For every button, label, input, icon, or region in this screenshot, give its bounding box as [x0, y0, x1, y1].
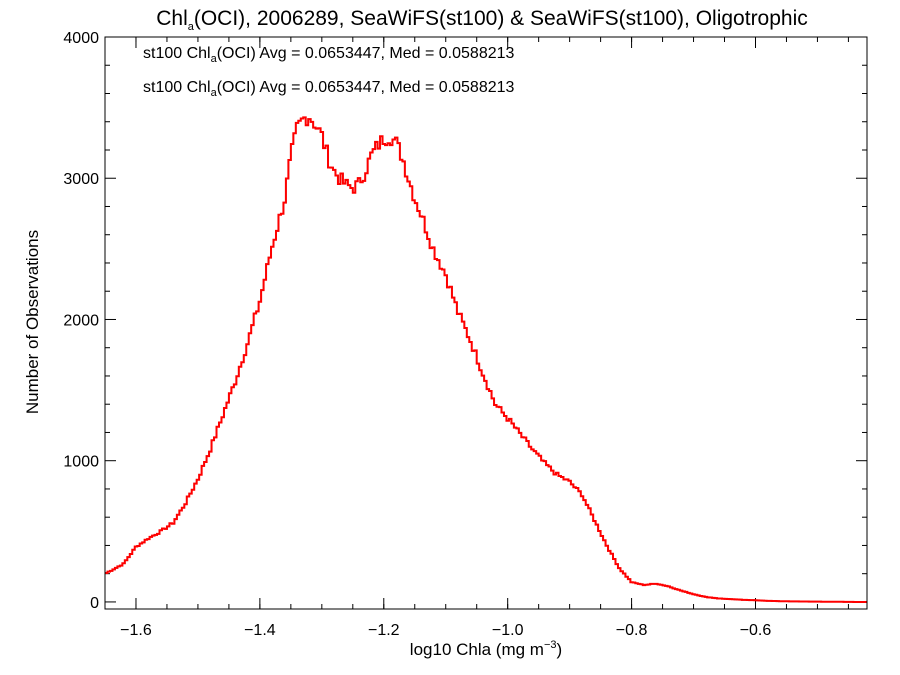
annotation-red-pre: st100 Chl — [143, 79, 211, 96]
x-tick-label: −0.8 — [616, 622, 648, 639]
x-tick-label: −0.6 — [740, 622, 772, 639]
y-tick-label: 0 — [90, 595, 99, 612]
x-tick-label: −1.0 — [492, 622, 524, 639]
chart-title: Chla(OCI), 2006289, SeaWiFS(st100) & Sea… — [156, 7, 808, 33]
series-layer — [105, 116, 867, 603]
y-tick-label: 4000 — [63, 30, 99, 47]
series-line-1 — [105, 116, 867, 603]
x-tick-label: −1.2 — [368, 622, 400, 639]
y-tick-label: 2000 — [63, 312, 99, 329]
x-tick-label: −1.4 — [244, 622, 276, 639]
x-axis-label: log10 Chla (mg m−3) — [410, 639, 562, 659]
series-line-2 — [105, 116, 867, 603]
y-tick-label: 3000 — [63, 171, 99, 188]
x-axis-label-pre: log10 Chla (mg m — [410, 640, 544, 659]
annotation-red-post: (OCI) Avg = 0.0653447, Med = 0.0588213 — [217, 79, 515, 96]
annotation-black: st100 Chla(OCI) Avg = 0.0653447, Med = 0… — [143, 45, 515, 65]
chart-title-pre: Chl — [156, 7, 188, 30]
annotation-black-pre: st100 Chl — [143, 45, 211, 62]
x-axis-label-post: ) — [557, 640, 563, 659]
annotation-red-sub: a — [211, 87, 218, 99]
annotation-black-sub: a — [211, 53, 218, 65]
x-axis-label-sup: −3 — [544, 639, 557, 651]
y-axis-ticks: 0 1000 2000 3000 4000 — [63, 30, 867, 612]
chart-title-sub: a — [188, 21, 195, 33]
y-tick-label: 1000 — [63, 454, 99, 471]
annotation-black-post: (OCI) Avg = 0.0653447, Med = 0.0588213 — [217, 45, 515, 62]
plot-frame — [104, 36, 868, 610]
chart-title-post: (OCI), 2006289, SeaWiFS(st100) & SeaWiFS… — [194, 7, 808, 30]
x-tick-label: −1.6 — [120, 622, 152, 639]
x-axis-ticks: −1.6 −1.4 −1.2 −1.0 −0.8 −0.6 — [104, 37, 849, 639]
annotation-red: st100 Chla(OCI) Avg = 0.0653447, Med = 0… — [143, 79, 515, 99]
y-axis-label: Number of Observations — [23, 230, 42, 414]
